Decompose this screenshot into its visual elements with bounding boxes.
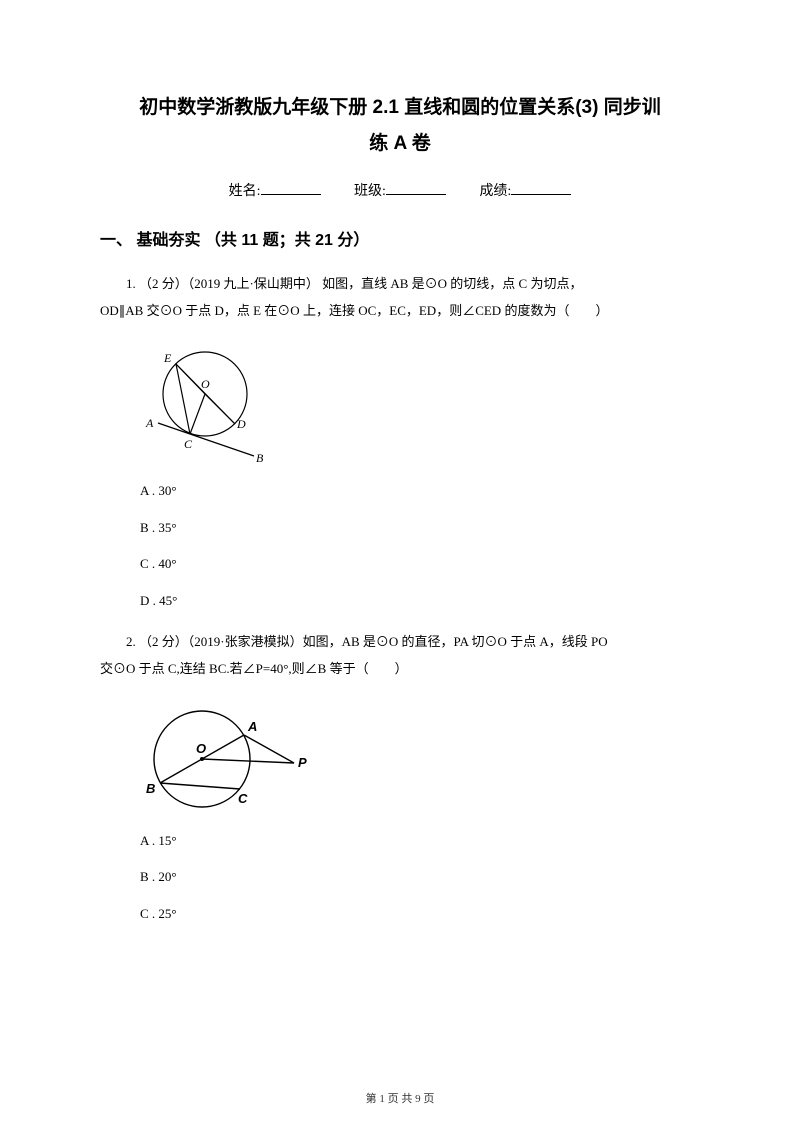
q1-diagram: E O D C A B — [140, 339, 275, 467]
section-header: 一、 基础夯实 （共 11 题；共 21 分） — [100, 226, 700, 250]
q2-option-c[interactable]: C . 25° — [140, 904, 700, 925]
q2-diagram: A B O C P — [140, 697, 312, 817]
svg-text:O: O — [196, 741, 206, 756]
class-blank[interactable] — [386, 181, 446, 195]
name-blank[interactable] — [261, 181, 321, 195]
page-footer: 第 1 页 共 9 页 — [0, 1090, 800, 1106]
title-line2: 练 A 卷 — [100, 126, 700, 162]
svg-text:O: O — [201, 377, 210, 391]
svg-text:C: C — [184, 437, 193, 451]
q1-option-b[interactable]: B . 35° — [140, 518, 700, 539]
title-line1: 初中数学浙教版九年级下册 2.1 直线和圆的位置关系(3) 同步训 — [100, 90, 700, 126]
svg-text:E: E — [163, 351, 172, 365]
page-title: 初中数学浙教版九年级下册 2.1 直线和圆的位置关系(3) 同步训 练 A 卷 — [100, 90, 700, 162]
q1-text-line1: 1. （2 分）（2019 九上·保山期中） 如图，直线 AB 是⊙O 的切线，… — [126, 276, 582, 291]
name-label: 姓名: — [229, 184, 261, 199]
svg-text:A: A — [145, 416, 154, 430]
q2-option-b[interactable]: B . 20° — [140, 867, 700, 888]
q1-text-line2: OD∥AB 交⊙O 于点 D，点 E 在⊙O 上，连接 OC，EC，ED，则∠C… — [100, 303, 608, 318]
score-blank[interactable] — [511, 181, 571, 195]
question-1: 1. （2 分）（2019 九上·保山期中） 如图，直线 AB 是⊙O 的切线，… — [100, 270, 700, 325]
q2-option-a[interactable]: A . 15° — [140, 831, 700, 852]
svg-text:P: P — [298, 755, 307, 770]
svg-text:B: B — [256, 451, 264, 465]
svg-text:C: C — [238, 791, 248, 806]
score-label: 成绩: — [479, 184, 511, 199]
class-label: 班级: — [354, 184, 386, 199]
q1-option-d[interactable]: D . 45° — [140, 591, 700, 612]
q1-figure: E O D C A B — [140, 339, 700, 467]
q1-option-a[interactable]: A . 30° — [140, 481, 700, 502]
q2-text-line1: 2. （2 分）（2019·张家港模拟）如图，AB 是⊙O 的直径，PA 切⊙O… — [126, 634, 608, 649]
q2-text-line2: 交⊙O 于点 C,连结 BC.若∠P=40°,则∠B 等于（ ） — [100, 661, 408, 676]
svg-text:B: B — [146, 781, 155, 796]
question-2: 2. （2 分）（2019·张家港模拟）如图，AB 是⊙O 的直径，PA 切⊙O… — [100, 628, 700, 683]
svg-text:A: A — [247, 719, 257, 734]
info-row: 姓名: 班级: 成绩: — [100, 180, 700, 200]
q1-option-c[interactable]: C . 40° — [140, 554, 700, 575]
svg-text:D: D — [236, 417, 246, 431]
q2-figure: A B O C P — [140, 697, 700, 817]
